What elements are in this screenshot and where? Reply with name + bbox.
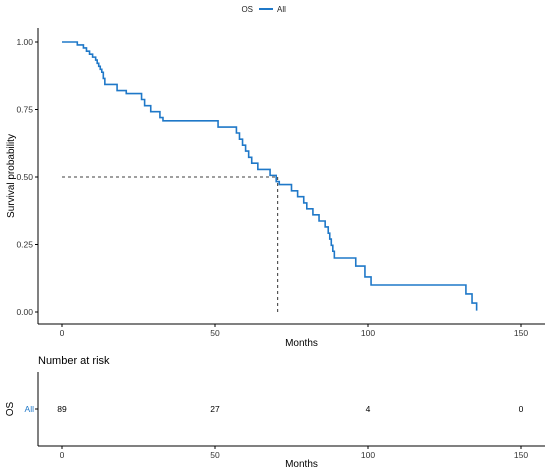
risk-x-tick-label: 50 (210, 450, 220, 460)
y-tick-label: 0.75 (16, 105, 33, 115)
risk-x-tick-label: 0 (60, 450, 65, 460)
risk-count: 89 (57, 404, 67, 414)
y-tick-label: 0.25 (16, 240, 33, 250)
risk-x-tick-label: 150 (514, 450, 528, 460)
x-tick-label: 150 (514, 328, 528, 338)
risk-count: 4 (366, 404, 371, 414)
risk-count: 0 (519, 404, 524, 414)
risk-row-group-label: OS (5, 401, 16, 416)
risk-count: 27 (210, 404, 220, 414)
risk-x-tick-label: 100 (361, 450, 375, 460)
x-axis-title: Months (285, 338, 318, 349)
y-tick-label: 1.00 (16, 37, 33, 47)
risk-row-label: All (25, 404, 35, 414)
legend-title: OS (241, 5, 253, 14)
legend-label-all: All (277, 5, 286, 14)
survival-curve-all (62, 41, 478, 311)
risk-x-axis-title: Months (285, 459, 318, 470)
y-axis-title: Survival probability (6, 134, 17, 218)
x-tick-label: 100 (361, 328, 375, 338)
y-tick-label: 0.50 (16, 172, 33, 182)
x-tick-label: 0 (60, 328, 65, 338)
risk-table-title: Number at risk (38, 355, 110, 367)
x-tick-label: 50 (210, 328, 220, 338)
y-tick-label: 0.00 (16, 307, 33, 317)
